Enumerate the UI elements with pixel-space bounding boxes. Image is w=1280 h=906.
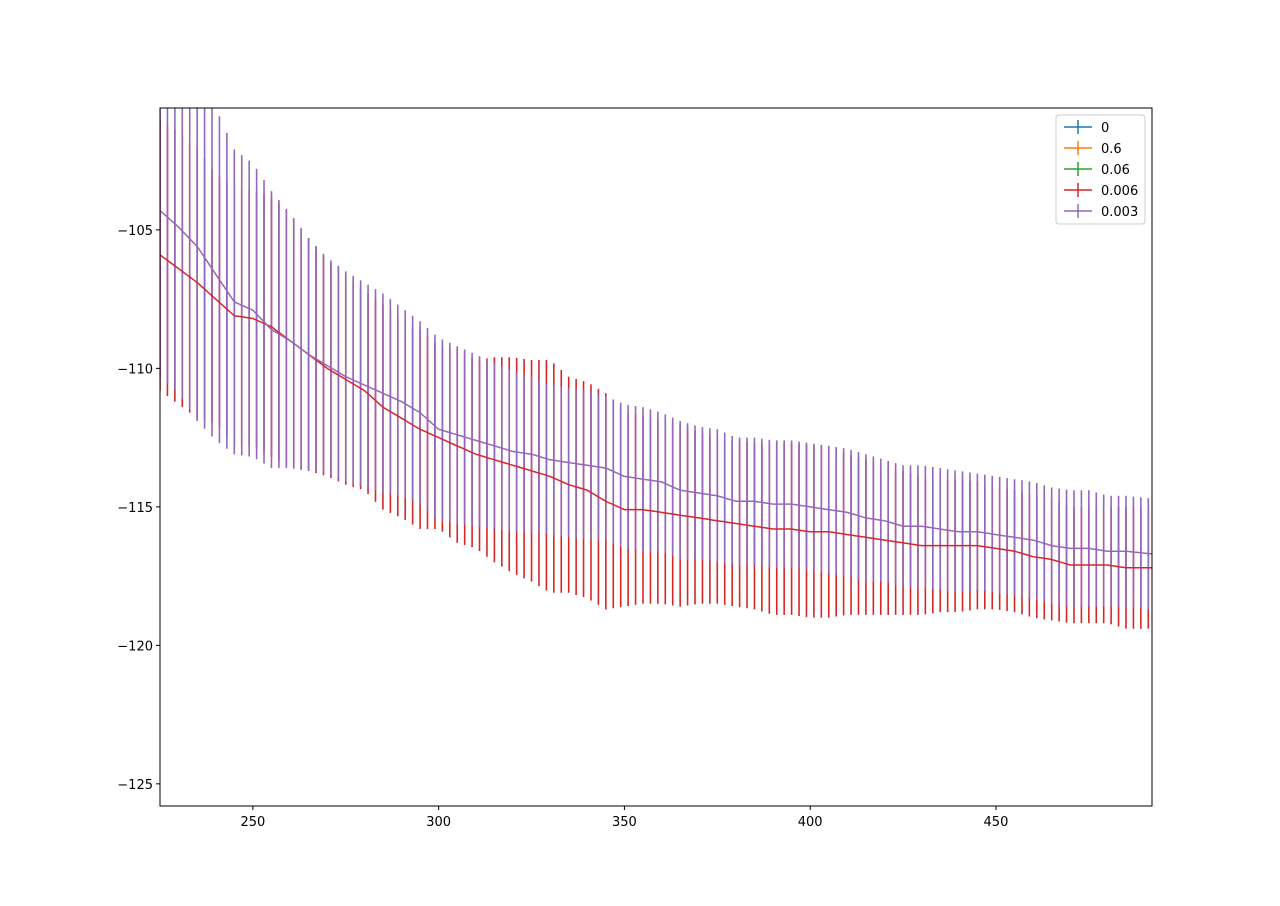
legend-item: 0.003 bbox=[1064, 204, 1138, 220]
y-tick-label: −105 bbox=[117, 224, 153, 239]
legend-label: 0.06 bbox=[1101, 163, 1130, 178]
y-tick-label: −120 bbox=[117, 639, 153, 654]
series-lines-layer bbox=[160, 209, 1152, 569]
legend-item: 0 bbox=[1064, 120, 1109, 136]
series-line-3 bbox=[160, 254, 1152, 569]
x-tick-label: 350 bbox=[612, 815, 637, 830]
y-tick-label: −115 bbox=[117, 501, 153, 516]
y-tick-label: −125 bbox=[117, 778, 153, 793]
x-axis: 250 300 350 400 450 bbox=[240, 806, 1008, 830]
legend-label: 0 bbox=[1101, 121, 1109, 136]
x-tick-label: 300 bbox=[426, 815, 451, 830]
legend-label: 0.006 bbox=[1101, 184, 1138, 199]
plot-frame bbox=[159, 107, 1153, 807]
y-tick-label: −110 bbox=[117, 362, 153, 377]
y-axis: −105 −110 −115 −120 −125 bbox=[117, 224, 160, 793]
x-tick-label: 450 bbox=[984, 815, 1009, 830]
legend-label: 0.003 bbox=[1101, 205, 1138, 220]
legend-label: 0.6 bbox=[1101, 142, 1122, 157]
legend-item: 0.06 bbox=[1064, 162, 1130, 178]
legend: 0 0.6 0.06 0.006 0.003 bbox=[1055, 114, 1146, 225]
legend-item: 0.6 bbox=[1064, 141, 1122, 157]
legend-item: 0.006 bbox=[1064, 183, 1138, 199]
x-tick-label: 250 bbox=[240, 815, 265, 830]
x-tick-label: 400 bbox=[798, 815, 823, 830]
series-line-4 bbox=[160, 209, 1152, 555]
